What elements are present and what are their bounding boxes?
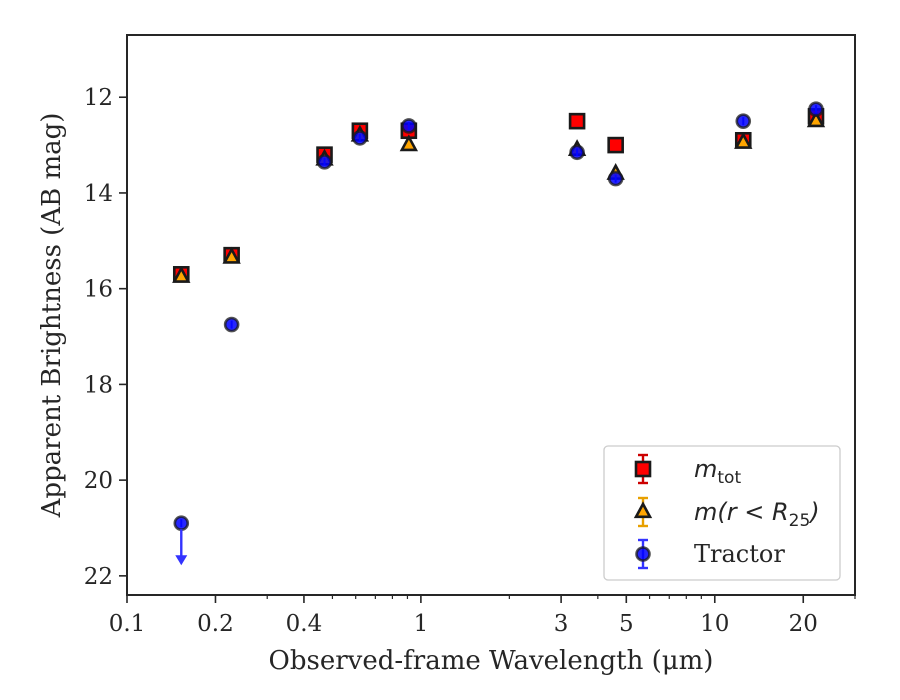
data-point-circle xyxy=(401,118,417,134)
data-point-triangle xyxy=(734,131,753,149)
x-tick-label: 20 xyxy=(789,611,818,637)
legend-box xyxy=(603,445,841,581)
data-point-triangle xyxy=(806,110,826,128)
data-point-square xyxy=(568,112,586,130)
y-axis-ticks: 12 14 16 18 20 22 xyxy=(84,85,127,590)
data-point-circle xyxy=(607,170,624,187)
y-tick-label: 16 xyxy=(84,277,113,303)
data-point-circle xyxy=(223,316,240,333)
legend-label: Tractor xyxy=(694,540,785,568)
x-axis-ticks: 0.1 0.2 0.4 1 3 5 10 20 xyxy=(109,595,856,637)
data-points xyxy=(172,101,826,566)
x-tick-label: 0.2 xyxy=(197,611,234,637)
x-tick-label: 0.4 xyxy=(286,611,323,637)
x-tick-label: 3 xyxy=(554,611,569,637)
y-tick-label: 18 xyxy=(84,372,113,398)
data-point-triangle xyxy=(172,265,191,283)
x-axis-label: Observed-frame Wavelength (μm) xyxy=(269,646,714,676)
x-tick-label: 0.1 xyxy=(109,611,146,637)
series-square xyxy=(172,108,825,283)
legend: mtot m(r < R25) Tractor xyxy=(603,445,841,581)
legend-marker-circle xyxy=(635,546,651,562)
legend-label: m(r < R25) xyxy=(694,498,820,531)
legend-marker-square xyxy=(634,460,652,478)
series-triangle xyxy=(172,110,826,283)
data-point-triangle xyxy=(222,246,241,264)
data-point-circle xyxy=(173,515,190,532)
data-point-circle xyxy=(808,101,824,117)
x-tick-label: 5 xyxy=(619,611,634,637)
x-tick-label: 1 xyxy=(414,611,429,637)
y-tick-label: 14 xyxy=(84,181,113,207)
data-point-circle xyxy=(352,130,368,146)
data-point-circle xyxy=(569,144,585,161)
data-point-circle xyxy=(316,154,333,170)
plot-border xyxy=(126,34,856,596)
upper-limit-arrowhead xyxy=(175,555,188,566)
data-point-square xyxy=(607,136,624,154)
data-point-triangle xyxy=(399,134,419,152)
series-circle xyxy=(173,101,824,566)
plot-frame xyxy=(126,34,856,596)
y-axis-label: Apparent Brightness (AB mag) xyxy=(37,113,67,519)
x-tick-label: 10 xyxy=(700,611,729,637)
legend-label: mtot xyxy=(694,455,741,488)
data-point-circle xyxy=(735,113,752,129)
y-tick-label: 12 xyxy=(84,85,113,111)
y-tick-label: 20 xyxy=(84,468,113,494)
y-tick-label: 22 xyxy=(84,564,113,590)
legend-marker-triangle xyxy=(633,501,653,519)
